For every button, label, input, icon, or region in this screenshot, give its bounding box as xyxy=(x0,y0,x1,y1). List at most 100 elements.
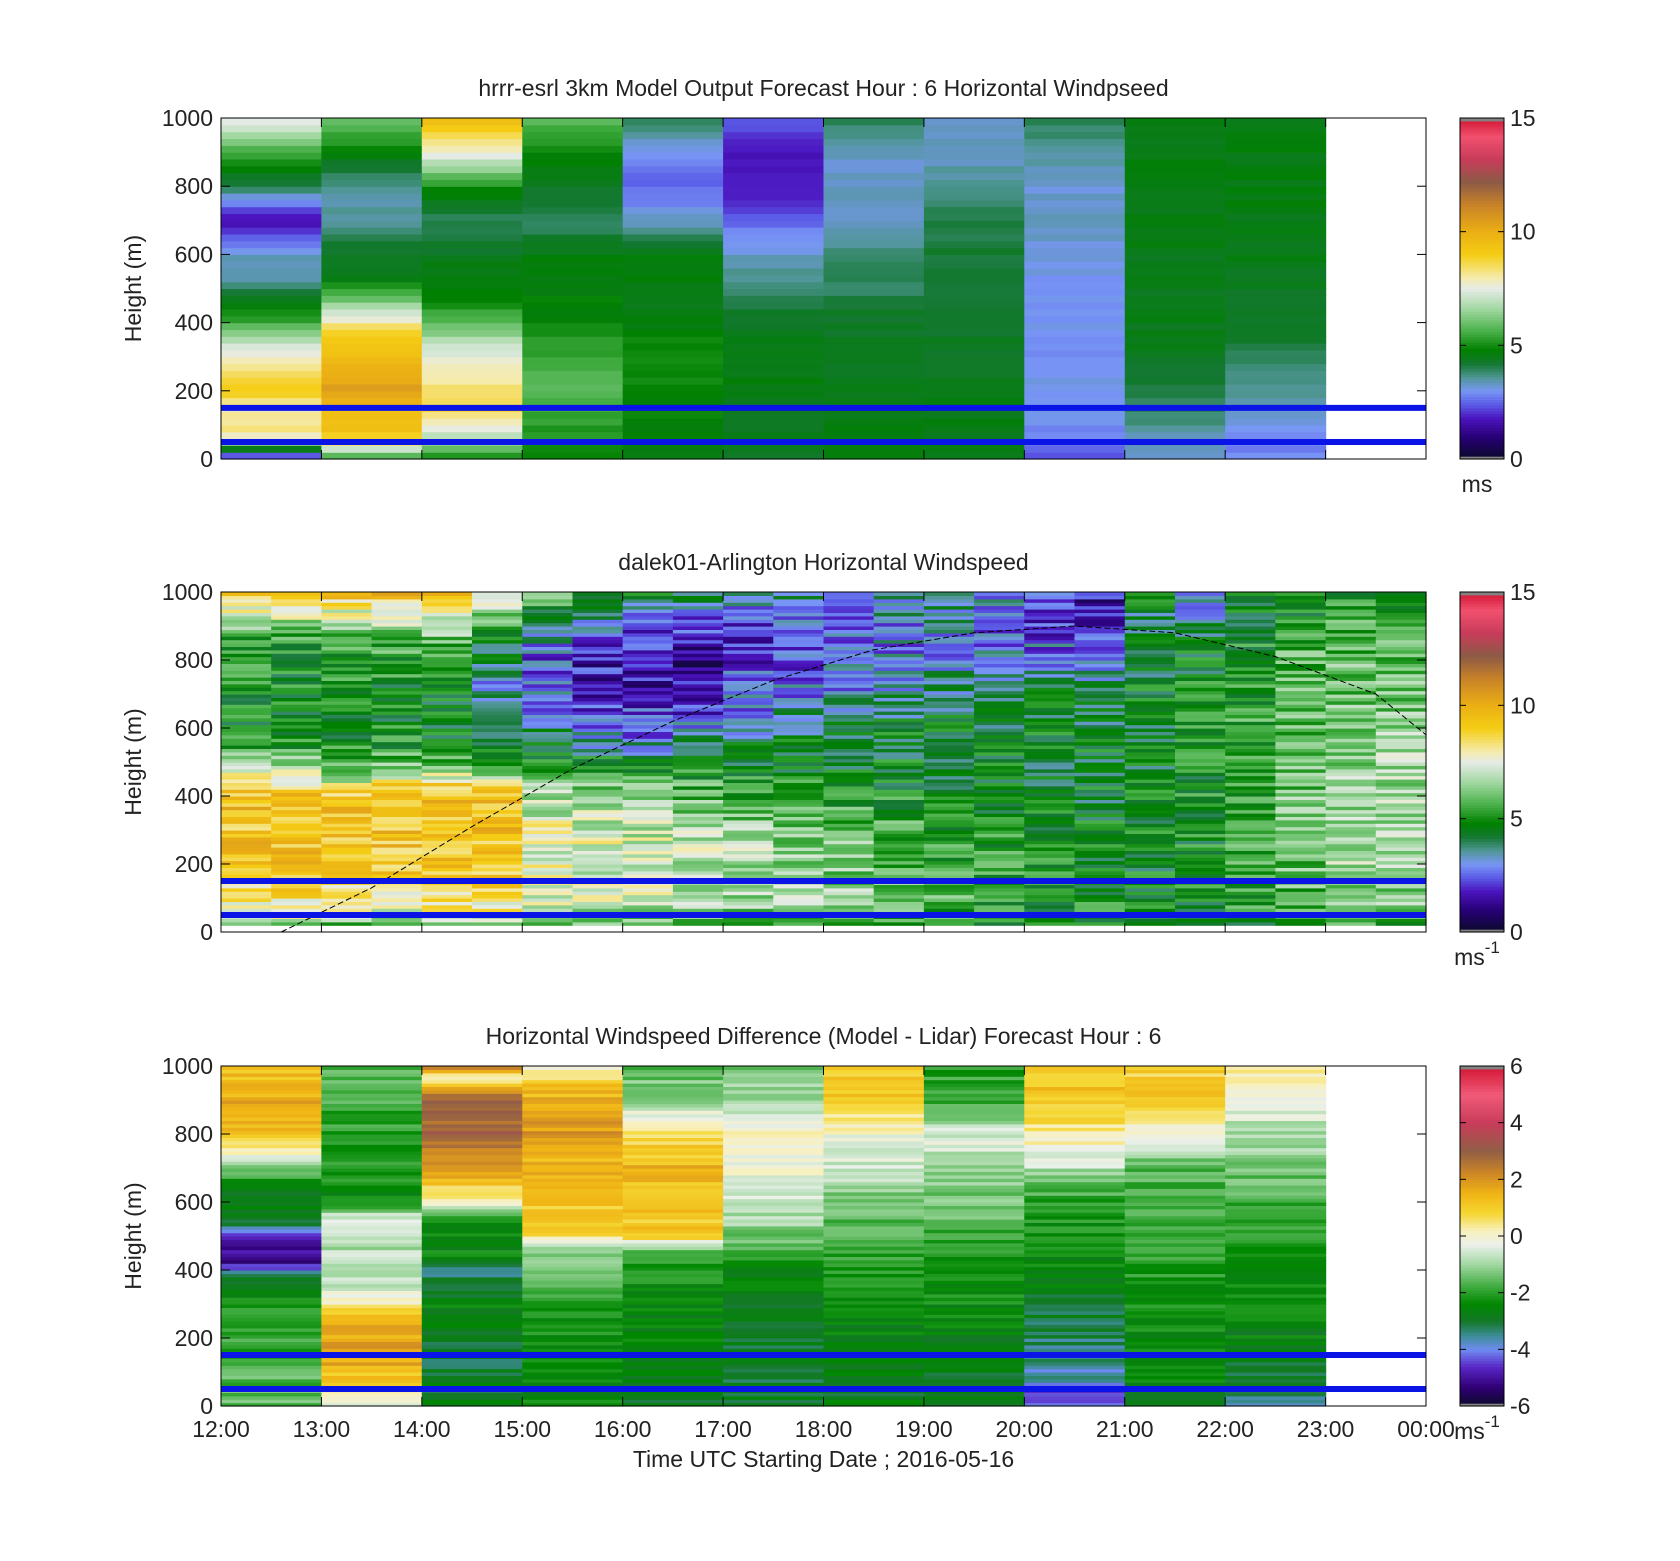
heatmap-cell xyxy=(472,819,523,824)
heatmap-cell xyxy=(672,816,724,821)
heatmap-cell xyxy=(421,1202,523,1206)
heatmap-cell xyxy=(321,288,423,296)
heatmap-cell xyxy=(723,193,825,201)
colorbar-swatch xyxy=(1460,382,1504,386)
heatmap-cell xyxy=(1124,714,1176,719)
heatmap-cell xyxy=(221,1334,322,1339)
heatmap-cell xyxy=(723,707,774,712)
heatmap-cell xyxy=(622,714,674,719)
heatmap-cell xyxy=(1024,1205,1126,1210)
heatmap-cell xyxy=(622,1195,724,1200)
heatmap-cell xyxy=(472,741,523,746)
heatmap-cell xyxy=(1175,649,1226,654)
heatmap-cell xyxy=(1074,731,1126,736)
heatmap-cell xyxy=(371,714,423,719)
heatmap-cell xyxy=(723,1361,825,1366)
heatmap-cell xyxy=(1024,615,1076,620)
heatmap-cell xyxy=(923,677,975,681)
heatmap-cell xyxy=(1124,636,1176,641)
heatmap-cell xyxy=(923,1157,1025,1162)
heatmap-cell xyxy=(723,295,825,303)
heatmap-cell xyxy=(271,823,322,828)
heatmap-cell xyxy=(522,1137,624,1142)
heatmap-cell xyxy=(321,384,423,392)
heatmap-cell xyxy=(1024,1263,1126,1268)
heatmap-cell xyxy=(1124,172,1226,180)
heatmap-cell xyxy=(823,1378,925,1383)
heatmap-cell xyxy=(321,1287,423,1291)
heatmap-cell xyxy=(923,755,975,760)
colorbar-swatch xyxy=(1460,388,1504,392)
heatmap-cell xyxy=(522,1066,624,1070)
heatmap-cell xyxy=(572,700,624,705)
heatmap-cell xyxy=(773,802,825,807)
heatmap-cell xyxy=(271,704,322,709)
heatmap-cell xyxy=(622,813,674,817)
heatmap-cell xyxy=(421,592,473,596)
colorbar-swatch xyxy=(1460,594,1504,599)
heatmap-cell xyxy=(773,908,825,913)
colorbar-swatch xyxy=(1460,1196,1504,1200)
heatmap-cell xyxy=(773,724,825,729)
heatmap-cell xyxy=(221,165,322,174)
heatmap-cell xyxy=(723,356,825,365)
heatmap-cell xyxy=(522,390,624,399)
heatmap-cell xyxy=(1275,751,1327,756)
heatmap-cell xyxy=(723,741,774,746)
heatmap-cell xyxy=(522,1375,624,1380)
heatmap-cell xyxy=(421,1144,523,1149)
heatmap-cell xyxy=(1124,1256,1226,1261)
heatmap-cell xyxy=(1375,707,1427,712)
colorbar-swatch xyxy=(1460,1219,1504,1223)
heatmap-cell xyxy=(723,704,774,709)
heatmap-cell xyxy=(723,152,825,160)
heatmap-cell xyxy=(1124,384,1226,392)
colorbar-swatch xyxy=(1460,1080,1504,1084)
heatmap-cell xyxy=(823,418,925,426)
heatmap-cell xyxy=(723,336,825,344)
heatmap-cell xyxy=(923,1378,1025,1383)
heatmap-cell xyxy=(1225,186,1327,194)
heatmap-cell xyxy=(1225,1178,1327,1183)
heatmap-cell xyxy=(421,1249,523,1254)
colorbar-swatch xyxy=(1460,917,1504,922)
heatmap-cell xyxy=(622,1157,724,1162)
heatmap-cell xyxy=(622,1123,724,1128)
heatmap-cell xyxy=(1375,782,1427,787)
heatmap-cell xyxy=(321,356,423,365)
heatmap-cell xyxy=(923,799,975,804)
heatmap-cell xyxy=(622,336,724,344)
heatmap-cell xyxy=(1024,1137,1126,1142)
heatmap-cell xyxy=(723,802,774,807)
colorbar-swatch xyxy=(1460,413,1504,417)
heatmap-cell xyxy=(1124,1117,1226,1121)
colorbar-swatch xyxy=(1460,869,1504,874)
heatmap-cell xyxy=(873,884,925,889)
heatmap-cell xyxy=(723,1195,825,1200)
heatmap-cell xyxy=(1225,745,1276,749)
heatmap-cell xyxy=(221,714,272,719)
colorbar-swatch xyxy=(1460,251,1504,255)
heatmap-cell xyxy=(1225,707,1276,712)
heatmap-cell xyxy=(823,254,925,262)
heatmap-cell xyxy=(672,785,724,790)
colorbar-swatch xyxy=(1460,1085,1504,1090)
heatmap-cell xyxy=(923,653,975,658)
heatmap-cell xyxy=(221,1259,322,1264)
heatmap-cell xyxy=(723,1103,825,1108)
heatmap-cell xyxy=(923,626,975,630)
heatmap-cell xyxy=(923,1066,1025,1070)
heatmap-cell xyxy=(622,158,724,167)
colorbar-swatch xyxy=(1460,1301,1504,1305)
heatmap-cell xyxy=(1074,816,1126,821)
heatmap-cell xyxy=(1124,677,1176,681)
heatmap-cell xyxy=(923,220,1025,228)
heatmap-cell xyxy=(1275,643,1327,647)
heatmap-cell xyxy=(1024,1202,1126,1206)
heatmap-cell xyxy=(321,653,373,658)
heatmap-cell xyxy=(572,867,624,872)
heatmap-cell xyxy=(522,138,624,146)
heatmap-cell xyxy=(1074,632,1126,637)
heatmap-cell xyxy=(1225,796,1276,800)
